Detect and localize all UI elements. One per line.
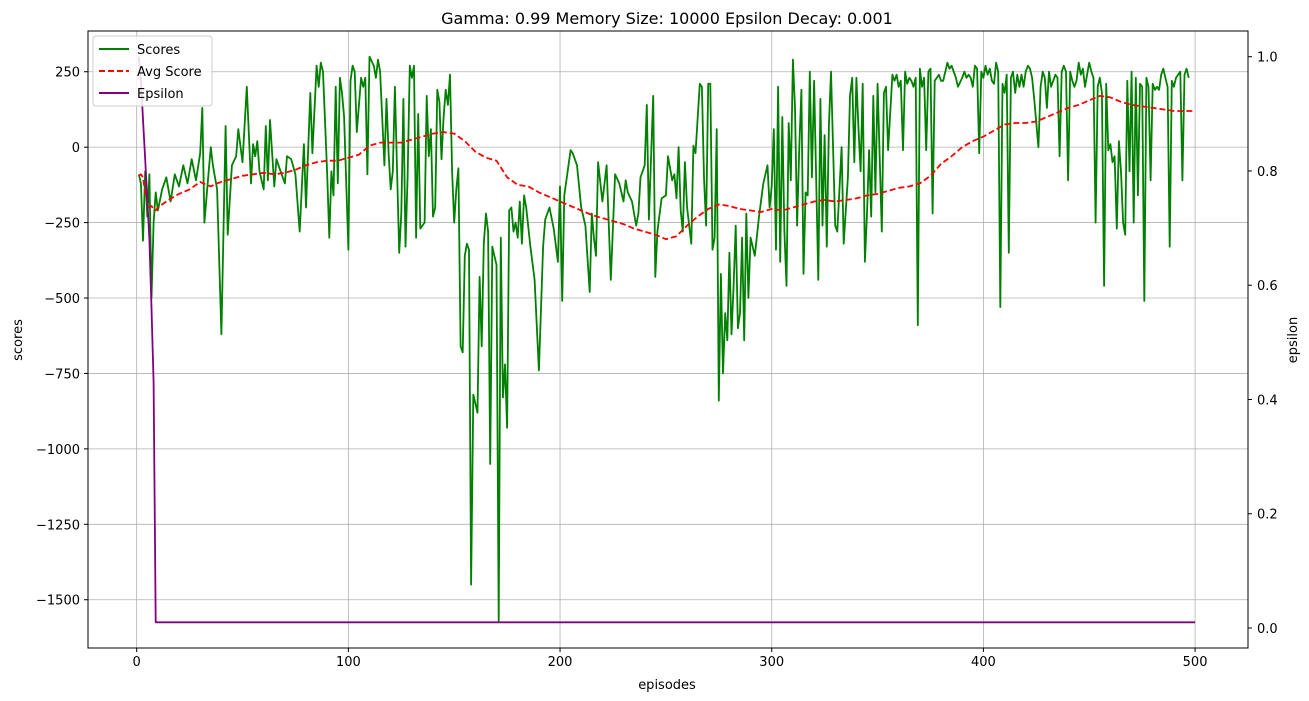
y-tick-label: −1000	[36, 443, 80, 458]
series-layer	[137, 55, 1196, 624]
x-tick-label: 0	[133, 655, 141, 670]
x-tick-label: 300	[759, 655, 784, 670]
legend: Scores Avg Score Epsilon	[92, 35, 213, 107]
x-tick-label: 100	[336, 655, 361, 670]
y2-tick-label: 0.6	[1257, 279, 1278, 294]
y2-axis-label: epsilon	[1286, 317, 1301, 363]
x-tick-label: 400	[971, 655, 996, 670]
x-tick-label: 200	[548, 655, 573, 670]
y2-tick-label: 0.8	[1257, 165, 1278, 180]
y-tick-label: −250	[44, 217, 80, 232]
y2-axis: 1.0 0.8 0.6 0.4 0.2 0.0	[1248, 51, 1278, 637]
y-tick-label: −1500	[36, 594, 80, 609]
y-tick-label: −750	[44, 367, 80, 382]
series-avg-score-line	[138, 95, 1196, 241]
series-epsilon-line	[137, 56, 1196, 624]
y2-tick-label: 0.2	[1257, 508, 1278, 523]
grid	[88, 31, 1248, 648]
y-tick-label: −1250	[36, 518, 80, 533]
y-axis: 250 0 −250 −500 −750 −1000 −1250 −1500	[36, 66, 88, 609]
legend-label-epsilon: Epsilon	[137, 87, 184, 102]
y2-tick-label: 0.0	[1257, 622, 1278, 637]
series-scores-line	[137, 55, 1190, 622]
x-tick-label: 500	[1183, 655, 1208, 670]
legend-box	[92, 35, 213, 107]
x-axis: 0 100 200 300 400 500	[133, 648, 1208, 670]
legend-label-scores: Scores	[137, 43, 180, 58]
legend-label-avg: Avg Score	[137, 65, 202, 80]
y2-tick-label: 0.4	[1257, 393, 1278, 408]
y-tick-label: 250	[55, 66, 80, 81]
x-axis-label: episodes	[638, 678, 696, 693]
y2-tick-label: 1.0	[1257, 51, 1278, 66]
chart-title: Gamma: 0.99 Memory Size: 10000 Epsilon D…	[441, 9, 893, 28]
plot-frame	[87, 30, 1249, 649]
y-tick-label: −500	[44, 292, 80, 307]
y-tick-label: 0	[72, 141, 80, 156]
y-axis-label: scores	[11, 319, 26, 361]
